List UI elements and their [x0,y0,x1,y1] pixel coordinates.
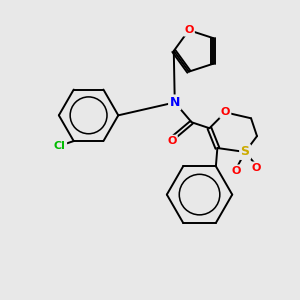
Text: O: O [220,107,230,117]
Text: O: O [251,163,261,173]
Text: S: S [241,146,250,158]
Text: O: O [184,25,194,35]
Text: O: O [167,136,176,146]
Text: O: O [232,166,241,176]
Text: Cl: Cl [54,141,66,151]
Text: N: N [169,96,180,109]
